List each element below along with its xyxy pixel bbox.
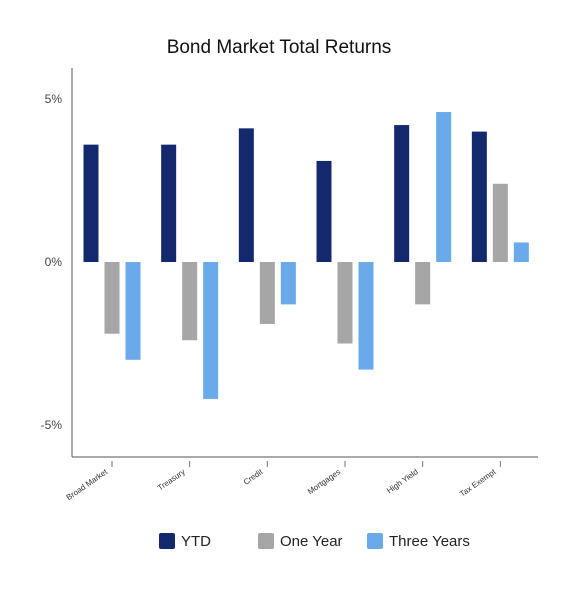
x-tick-label: Mortgages bbox=[306, 467, 342, 496]
x-tick-label: Broad Market bbox=[65, 467, 110, 502]
legend-swatch-one-year bbox=[258, 533, 274, 549]
bar-three-years-tax-exempt bbox=[513, 242, 529, 262]
x-tick-label: Tax Exempt bbox=[458, 467, 498, 499]
bar-ytd-mortgages bbox=[316, 160, 332, 262]
bar-three-years-broad-market bbox=[125, 262, 141, 360]
chart-title: Bond Market Total Returns bbox=[167, 37, 392, 58]
bar-one-year-credit bbox=[259, 262, 275, 324]
bar-ytd-high-yield bbox=[394, 125, 410, 262]
bar-ytd-treasury bbox=[161, 144, 177, 262]
y-tick-label: 0% bbox=[45, 255, 63, 269]
bar-one-year-mortgages bbox=[337, 262, 353, 344]
legend: YTD One Year Three Years bbox=[159, 533, 470, 550]
bar-three-years-treasury bbox=[203, 262, 219, 399]
bar-three-years-credit bbox=[280, 262, 296, 305]
bar-three-years-high-yield bbox=[436, 112, 452, 262]
y-ticks: 5% 0% -5% bbox=[41, 92, 63, 432]
y-tick-label: -5% bbox=[41, 418, 63, 432]
x-ticks: Broad Market Treasury Credit Mortgages High … bbox=[65, 461, 501, 502]
bar-ytd-broad-market bbox=[83, 144, 99, 262]
legend-swatch-ytd bbox=[159, 533, 175, 549]
bar-ytd-credit bbox=[238, 128, 254, 262]
y-tick-label: 5% bbox=[45, 92, 63, 106]
x-tick-label: High Yield bbox=[385, 467, 420, 495]
bar-ytd-tax-exempt bbox=[471, 131, 487, 262]
legend-label: YTD bbox=[181, 533, 211, 550]
bar-one-year-tax-exempt bbox=[492, 183, 508, 262]
x-tick-label: Treasury bbox=[156, 467, 187, 492]
bar-one-year-treasury bbox=[182, 262, 198, 341]
bars bbox=[83, 112, 529, 399]
bar-one-year-broad-market bbox=[104, 262, 120, 334]
bar-one-year-high-yield bbox=[415, 262, 431, 305]
bar-three-years-mortgages bbox=[358, 262, 374, 370]
axes bbox=[71, 68, 538, 458]
legend-label: Three Years bbox=[389, 533, 470, 550]
legend-swatch-three-years bbox=[367, 533, 383, 549]
x-tick-label: Credit bbox=[242, 467, 265, 487]
legend-label: One Year bbox=[280, 533, 343, 550]
